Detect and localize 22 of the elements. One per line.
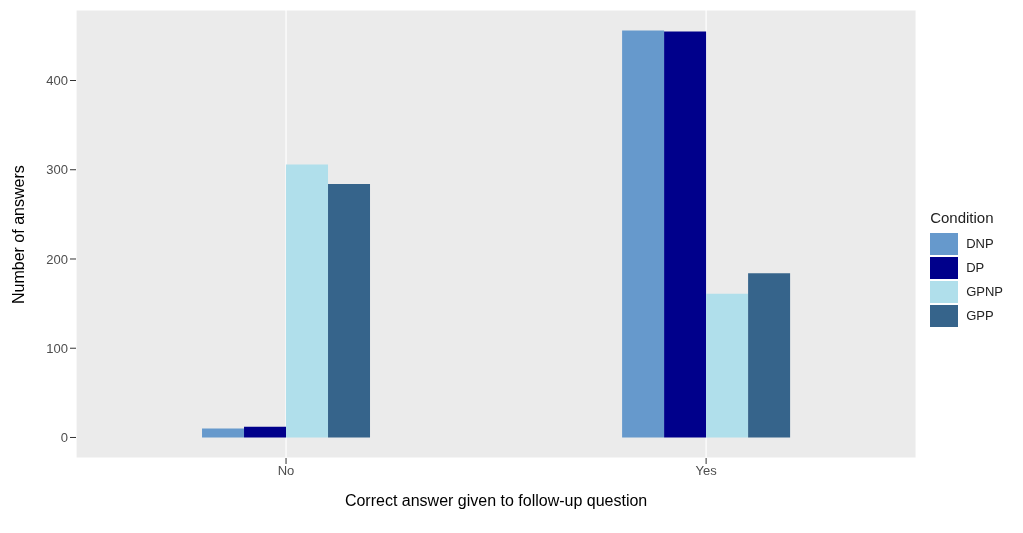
y-tick-label: 100 — [46, 340, 68, 356]
y-tick-label: 400 — [46, 73, 68, 89]
y-tick-label: 300 — [46, 162, 68, 178]
x-tick-label: Yes — [695, 463, 718, 479]
x-tick-label: No — [277, 463, 295, 479]
legend-title: Condition — [930, 208, 995, 226]
bar — [622, 30, 665, 438]
y-tick-label: 200 — [46, 251, 68, 267]
y-axis-title: Number of answers — [9, 165, 27, 304]
bar — [664, 31, 707, 438]
bar — [706, 293, 749, 438]
bar — [244, 426, 287, 438]
legend-label: DNP — [965, 235, 995, 253]
legend-label: GPNP — [965, 283, 1003, 301]
y-tick-label: 0 — [60, 430, 68, 446]
bar — [748, 273, 791, 438]
bar — [202, 428, 245, 438]
x-axis-title: Correct answer given to follow-up question — [344, 492, 648, 509]
legend-label: GPP — [965, 307, 995, 325]
bar — [328, 184, 371, 438]
legend-label: DP — [965, 259, 986, 277]
bar — [286, 164, 329, 438]
